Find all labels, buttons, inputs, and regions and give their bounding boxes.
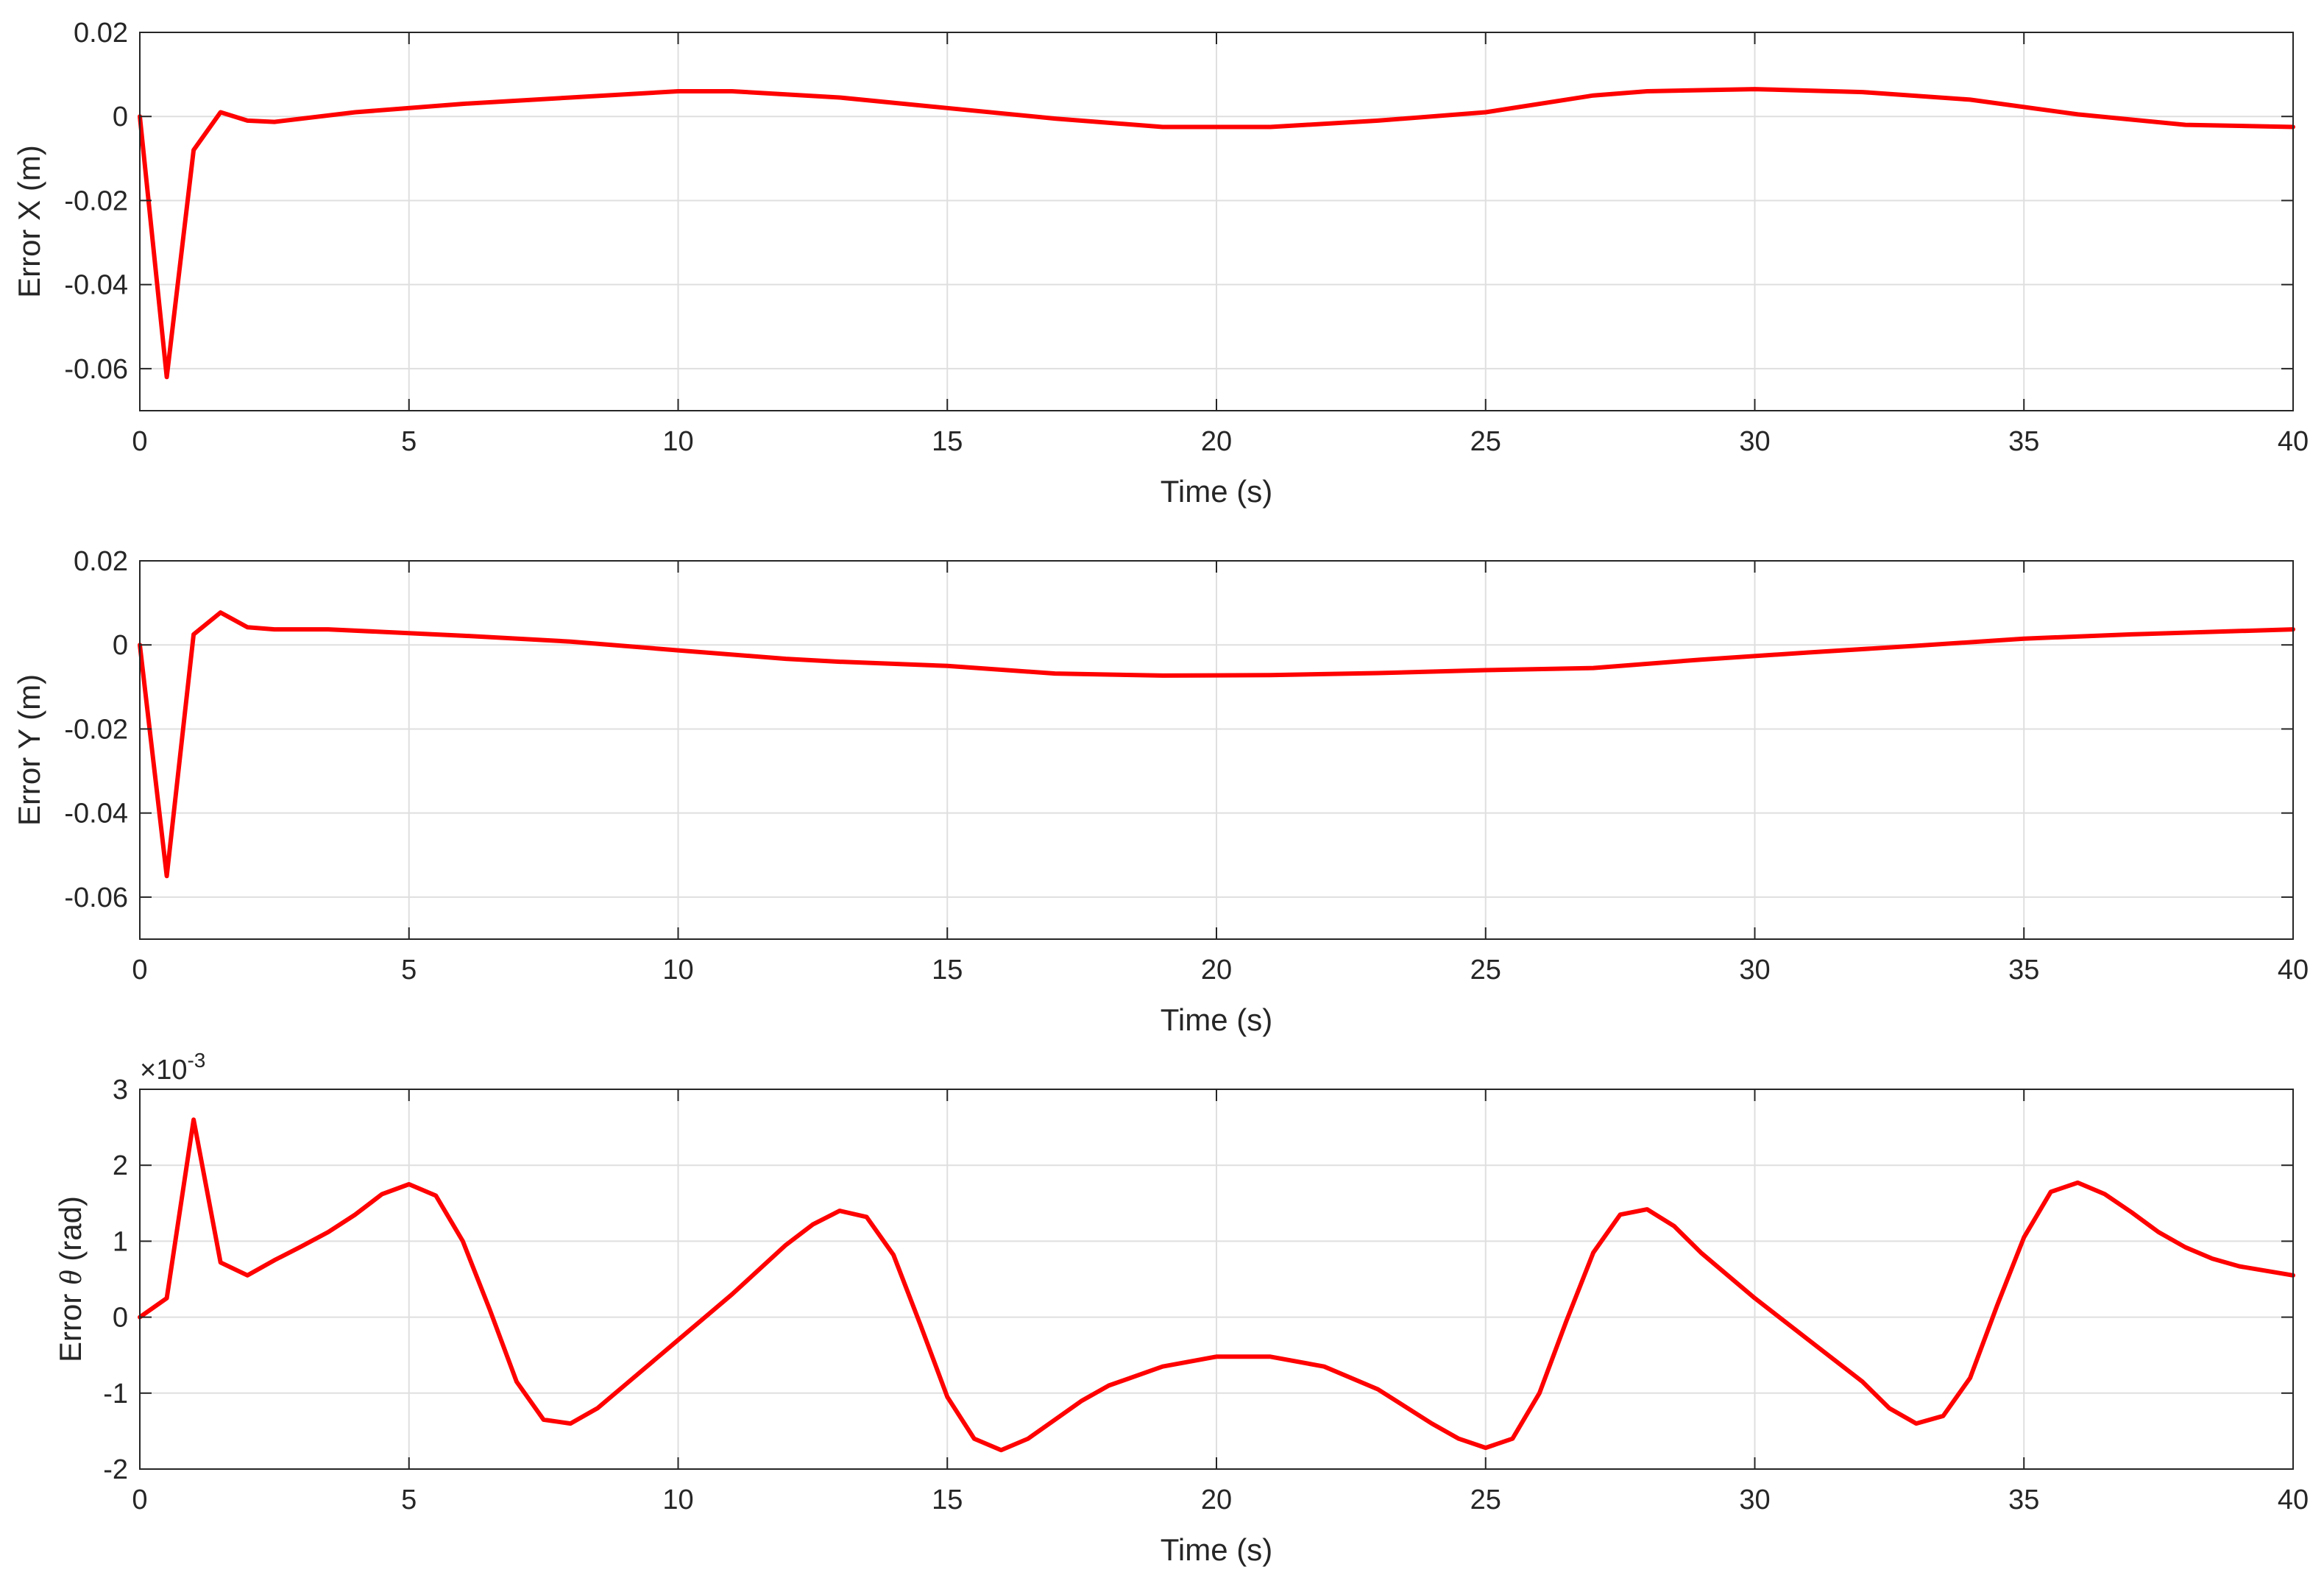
chart-1-x-tick-label: 15 [932, 426, 963, 457]
chart-1-y-axis-label: Error X (m) [12, 145, 46, 298]
chart-3-y-axis-label: Error θ (rad) [53, 1196, 88, 1362]
chart-3-y-axis-label-unit: (rad) [53, 1196, 88, 1270]
chart-2-x-tick-label: 30 [1739, 955, 1770, 986]
chart-3-y-axis-label-text: Error [53, 1285, 88, 1362]
chart-3-x-tick-label: 20 [1201, 1485, 1232, 1515]
chart-2-x-tick-label: 35 [2008, 955, 2039, 986]
chart-1-x-tick-label: 20 [1201, 426, 1232, 457]
chart-3-y-exponent-base: ×10 [140, 1055, 187, 1086]
chart-1-y-tick-label: -0.06 [64, 354, 128, 385]
chart-1-x-tick-label: 40 [2278, 426, 2309, 457]
chart-3-y-tick-label: -1 [103, 1379, 128, 1409]
chart-1-x-tick-label: 10 [662, 426, 693, 457]
chart-2-y-tick-label: 0.02 [74, 546, 128, 577]
chart-3-x-tick-label: 5 [401, 1485, 417, 1515]
chart-1-x-tick-label: 5 [401, 426, 417, 457]
chart-3-x-tick-label: 25 [1470, 1485, 1501, 1515]
chart-2-x-tick-label: 0 [132, 955, 147, 986]
chart-2-y-tick-label: -0.04 [64, 799, 128, 829]
chart-2-x-axis-label: Time (s) [1161, 1002, 1272, 1037]
chart-3-y-tick-label: 1 [113, 1226, 128, 1257]
chart-3-y-tick-label: -2 [103, 1454, 128, 1485]
chart-2-y-tick-label: -0.06 [64, 882, 128, 913]
chart-3-x-tick-label: 15 [932, 1485, 963, 1515]
chart-2-y-tick-label: -0.02 [64, 714, 128, 745]
chart-3-x-axis-label: Time (s) [1161, 1532, 1272, 1567]
chart-1-x-tick-label: 35 [2008, 426, 2039, 457]
chart-2-x-tick-label: 10 [662, 955, 693, 986]
chart-3-series-line-1 [138, 1117, 2295, 1453]
chart-2-x-tick-label: 40 [2278, 955, 2309, 986]
chart-2-y-axis-label: Error Y (m) [12, 674, 46, 826]
chart-3-x-tick-label: 30 [1739, 1485, 1770, 1515]
chart-2: 0 5 10 15 20 25 30 35 40 -0.06 -0.04 -0.02 0 0.02 Time… [12, 546, 2309, 1037]
chart-2-x-tick-label: 5 [401, 955, 417, 986]
chart-3-y-tick-label: 3 [113, 1075, 128, 1105]
chart-1-series-line-1 [138, 87, 2295, 380]
chart-2-x-tick-label: 20 [1201, 955, 1232, 986]
chart-1-x-tick-label: 30 [1739, 426, 1770, 457]
chart-1-y-tick-label: 0.02 [74, 18, 128, 49]
chart-1-x-tick-label: 0 [132, 426, 147, 457]
chart-2-x-tick-label: 25 [1470, 955, 1501, 986]
chart-3-y-exponent: ×10-3 [140, 1049, 205, 1086]
chart-2-y-tick-label: 0 [113, 630, 128, 661]
chart-1-y-tick-label: 0 [113, 102, 128, 132]
chart-3-y-tick-label: 2 [113, 1150, 128, 1181]
chart-2-series-line-1 [138, 610, 2295, 879]
chart-3-x-tick-label: 40 [2278, 1485, 2309, 1515]
chart-1-x-axis-label: Time (s) [1161, 474, 1272, 509]
chart-3-x-tick-label: 0 [132, 1485, 147, 1515]
chart-3-y-axis-label-symbol: θ [54, 1270, 88, 1285]
chart-1-x-tick-label: 25 [1470, 426, 1501, 457]
chart-3-x-tick-label: 35 [2008, 1485, 2039, 1515]
chart-3-x-tick-label: 10 [662, 1485, 693, 1515]
chart-1-y-tick-label: -0.04 [64, 270, 128, 301]
chart-2-x-tick-label: 15 [932, 955, 963, 986]
chart-3-y-exponent-power: -3 [187, 1049, 205, 1072]
chart-3-y-tick-label: 0 [113, 1303, 128, 1334]
chart-3: 0 5 10 15 20 25 30 35 40 -2 -1 0 1 2 3 Time (s) Error θ … [53, 1049, 2309, 1567]
chart-1: 0 5 10 15 20 25 30 35 40 -0.06 -0.04 -0.02 0 0.02 Time… [12, 18, 2309, 509]
chart-1-y-tick-label: -0.02 [64, 185, 128, 216]
